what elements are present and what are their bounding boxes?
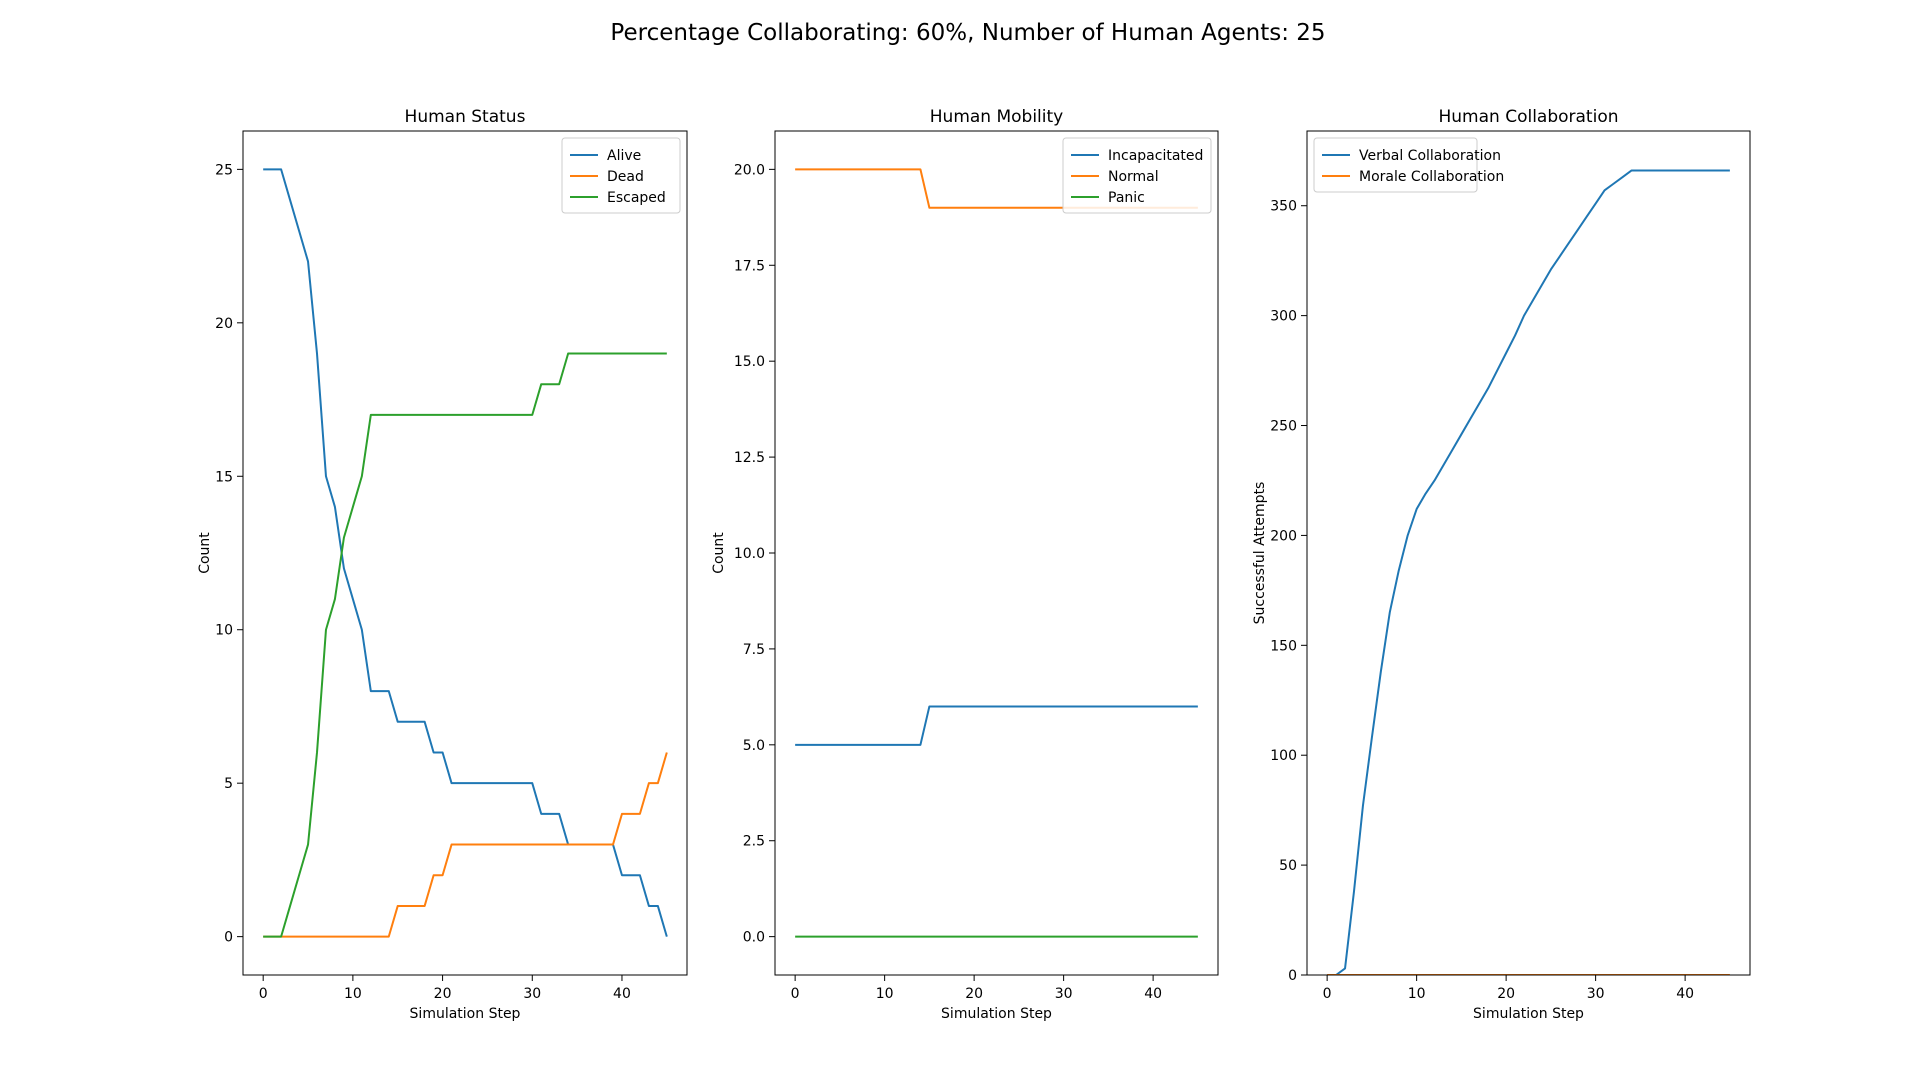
human-mobility-ytick-label: 7.5 xyxy=(743,642,765,658)
human-collaboration-ytick-label: 150 xyxy=(1270,638,1297,654)
human-mobility-xtick-label: 20 xyxy=(965,986,983,1002)
human-collaboration-ylabel: Successful Attempts xyxy=(1252,482,1268,625)
human-mobility-ytick-label: 12.5 xyxy=(734,450,765,466)
human-status-ytick-label: 10 xyxy=(215,623,233,639)
human-collaboration-legend-label-verbal-collaboration: Verbal Collaboration xyxy=(1359,148,1501,164)
human-mobility-legend-label-panic: Panic xyxy=(1108,190,1145,206)
human-collaboration-xlabel: Simulation Step xyxy=(1473,1006,1584,1022)
human-mobility-ytick-label: 20.0 xyxy=(734,162,765,178)
human-status-xlabel: Simulation Step xyxy=(410,1006,521,1022)
human-mobility-series-incapacitated xyxy=(795,705,1198,746)
human-status-panel: Human Status 0 10 20 30 40 0 5 10 15 20 25 Simulatio… xyxy=(197,107,688,1022)
human-mobility-ytick-label: 0.0 xyxy=(743,930,765,946)
human-collaboration-ytick-label: 250 xyxy=(1270,419,1297,435)
human-status-ytick-label: 20 xyxy=(215,316,233,332)
human-mobility-legend-label-normal: Normal xyxy=(1108,169,1159,185)
human-status-xtick-label: 20 xyxy=(434,986,452,1002)
human-status-ytick-label: 25 xyxy=(215,162,233,178)
human-collaboration-xtick-label: 20 xyxy=(1497,986,1515,1002)
human-mobility-ytick-label: 2.5 xyxy=(743,834,765,850)
human-collaboration-ytick-label: 350 xyxy=(1270,199,1297,215)
human-mobility-title: Human Mobility xyxy=(930,107,1063,127)
human-status-xtick-label: 40 xyxy=(613,986,631,1002)
human-mobility-xtick-label: 10 xyxy=(876,986,894,1002)
human-status-series-group xyxy=(263,168,668,938)
human-mobility-ytick-label: 5.0 xyxy=(743,738,765,754)
human-mobility-xlabel: Simulation Step xyxy=(941,1006,1052,1022)
human-mobility-xtick-label: 0 xyxy=(791,986,800,1002)
human-collaboration-xtick-label: 0 xyxy=(1323,986,1332,1002)
human-status-ylabel: Count xyxy=(197,532,213,574)
human-mobility-legend: Incapacitated Normal Panic xyxy=(1062,137,1212,214)
human-collaboration-series-group xyxy=(1327,169,1730,975)
human-status-legend-label-alive: Alive xyxy=(607,148,641,164)
human-collaboration-ytick-label: 50 xyxy=(1279,858,1297,874)
human-collaboration-series-verbal-collaboration xyxy=(1327,169,1730,975)
human-mobility-xtick-label: 40 xyxy=(1144,986,1162,1002)
human-status-legend-label-escaped: Escaped xyxy=(607,190,666,206)
human-collaboration-panel: Human Collaboration 0 10 20 30 40 0 50 100 150 200… xyxy=(1252,107,1751,1022)
human-status-legend-box xyxy=(561,137,681,214)
human-collaboration-legend: Verbal Collaboration Morale Collaboration xyxy=(1313,137,1504,193)
human-collaboration-ytick-label: 300 xyxy=(1270,309,1297,325)
human-status-xtick-label: 30 xyxy=(523,986,541,1002)
human-collaboration-axes-frame xyxy=(1306,130,1751,976)
human-mobility-ytick-label: 15.0 xyxy=(734,354,765,370)
human-status-axes-frame xyxy=(242,130,688,976)
human-mobility-panel: Human Mobility 0 10 20 30 40 0.0 2.5 5.0 7.5 10.0 1… xyxy=(711,107,1219,1022)
figure-suptitle: Percentage Collaborating: 60%, Number of… xyxy=(610,20,1325,46)
human-status-legend-label-dead: Dead xyxy=(607,169,644,185)
human-collaboration-xtick-label: 30 xyxy=(1587,986,1605,1002)
human-collaboration-legend-label-morale-collaboration: Morale Collaboration xyxy=(1359,169,1504,185)
human-collaboration-xtick-label: 10 xyxy=(1408,986,1426,1002)
human-status-title: Human Status xyxy=(405,107,526,127)
human-collaboration-ytick-label: 100 xyxy=(1270,748,1297,764)
human-collaboration-ytick-label: 0 xyxy=(1288,968,1297,984)
human-status-ytick-label: 5 xyxy=(224,776,233,792)
human-status-ytick-label: 15 xyxy=(215,469,233,485)
human-mobility-ylabel: Count xyxy=(711,532,727,574)
human-mobility-xtick-label: 30 xyxy=(1055,986,1073,1002)
human-mobility-legend-label-incapacitated: Incapacitated xyxy=(1108,148,1203,164)
human-status-series-escaped xyxy=(263,352,667,938)
human-collaboration-ytick-label: 200 xyxy=(1270,528,1297,544)
human-status-ytick-label: 0 xyxy=(224,930,233,946)
human-mobility-legend-box xyxy=(1062,137,1212,214)
human-status-xtick-label: 0 xyxy=(259,986,268,1002)
human-mobility-ytick-label: 17.5 xyxy=(734,258,765,274)
human-mobility-ytick-label: 10.0 xyxy=(734,546,765,562)
human-status-legend: Alive Dead Escaped xyxy=(561,137,681,214)
human-status-series-dead xyxy=(263,752,668,938)
human-status-xtick-label: 10 xyxy=(344,986,362,1002)
subplots: Human Status 0 10 20 30 40 0 5 10 15 20 25 Simulatio… xyxy=(197,107,1751,1022)
human-collaboration-xtick-label: 40 xyxy=(1676,986,1694,1002)
human-collaboration-title: Human Collaboration xyxy=(1438,107,1618,127)
human-collaboration-legend-box xyxy=(1313,137,1478,193)
